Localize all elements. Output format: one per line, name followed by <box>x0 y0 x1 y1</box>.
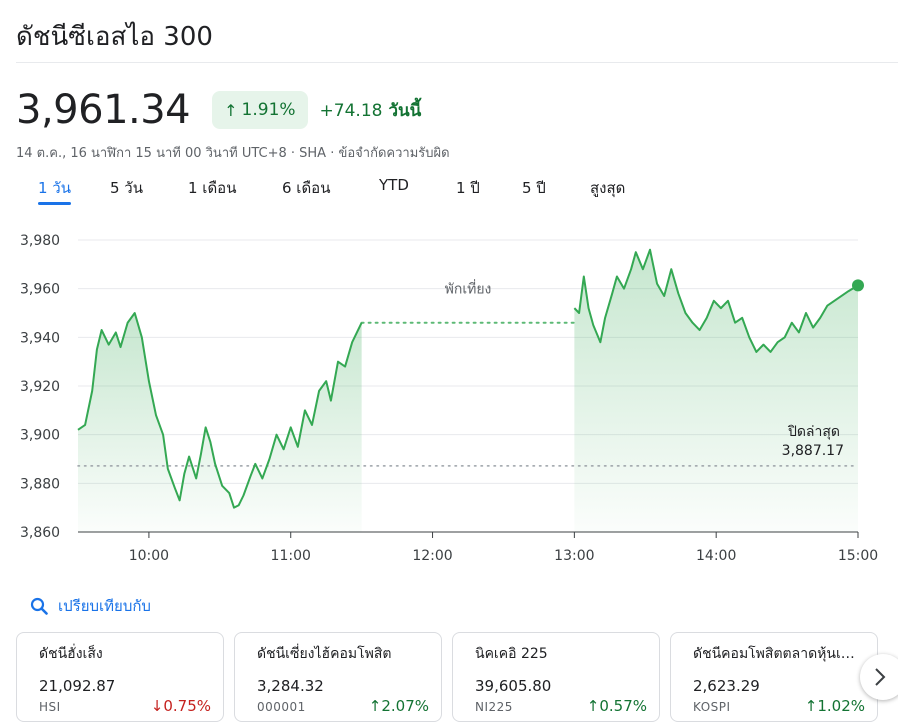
compare-label: เปรียบเทียบกับ <box>58 597 151 615</box>
card-change-value: 2.07% <box>381 697 429 715</box>
tab-ytd[interactable]: YTD <box>379 176 409 194</box>
area-fill-afternoon <box>574 249 858 532</box>
next-cards-button[interactable] <box>860 654 898 700</box>
previous-close-label: ปิดล่าสุด <box>787 424 840 440</box>
x-tick-label: 12:00 <box>412 548 452 564</box>
compare-cards: ดัชนีฮั่งเส็ง 21,092.87 HSI ↓0.75% ดัชนี… <box>16 632 898 727</box>
x-tick-label: 14:00 <box>696 548 736 564</box>
divider <box>16 62 898 63</box>
card-change-value: 0.75% <box>163 697 211 715</box>
arrow-up-icon: ↑ <box>586 697 600 715</box>
compare-card-nikkei[interactable]: นิคเคอิ 225 39,605.80 NI225 ↑0.57% <box>452 632 660 722</box>
tab-5y[interactable]: 5 ปี <box>522 179 546 197</box>
y-tick-label: 3,880 <box>20 476 60 492</box>
price-line-afternoon <box>573 248 859 353</box>
y-tick-label: 3,960 <box>20 282 60 298</box>
y-tick-label: 3,980 <box>20 233 60 249</box>
card-change: ↑1.02% <box>805 697 865 715</box>
page-title: ดัชนีซีเอสไอ 300 <box>16 22 213 52</box>
y-tick-label: 3,860 <box>20 525 60 541</box>
tab-max[interactable]: สูงสุด <box>590 179 626 197</box>
card-name: ดัชนีคอมโพสิตตลาดหุ้นเ… <box>693 646 855 662</box>
card-symbol: 000001 <box>257 700 306 714</box>
card-change: ↑2.07% <box>369 697 429 715</box>
tab-6m[interactable]: 6 เดือน <box>282 179 331 197</box>
change-percent: 1.91% <box>241 100 296 120</box>
change-period: วันนี้ <box>388 100 422 121</box>
compare-card-sse[interactable]: ดัชนีเซี่ยงไฮ้คอมโพสิต 3,284.32 000001 ↑… <box>234 632 442 722</box>
y-tick-label: 3,900 <box>20 428 60 444</box>
chevron-right-icon <box>875 668 886 686</box>
card-symbol: NI225 <box>475 700 513 714</box>
tab-5d[interactable]: 5 วัน <box>110 179 143 197</box>
price-row: 3,961.34 ↑ 1.91% +74.18 วันนี้ <box>16 86 421 134</box>
arrow-up-icon: ↑ <box>368 697 382 715</box>
compare-card-hsi[interactable]: ดัชนีฮั่งเส็ง 21,092.87 HSI ↓0.75% <box>16 632 224 722</box>
card-price: 21,092.87 <box>39 677 116 695</box>
card-change-value: 1.02% <box>817 697 865 715</box>
previous-close-value: 3,887.17 <box>782 443 844 459</box>
y-tick-label: 3,940 <box>20 330 60 346</box>
tab-1d[interactable]: 1 วัน <box>38 176 71 205</box>
current-price-marker <box>852 279 864 292</box>
change-absolute-group: +74.18 วันนี้ <box>320 97 422 124</box>
price-line-morning <box>77 312 363 509</box>
card-price: 39,605.80 <box>475 677 552 695</box>
tab-1y[interactable]: 1 ปี <box>456 179 480 197</box>
tab-1m[interactable]: 1 เดือน <box>188 179 237 197</box>
card-price: 3,284.32 <box>257 677 324 695</box>
y-tick-label: 3,920 <box>20 379 60 395</box>
search-icon <box>30 597 48 615</box>
card-symbol: HSI <box>39 700 61 714</box>
current-price: 3,961.34 <box>16 87 191 133</box>
x-tick-label: 10:00 <box>129 548 169 564</box>
price-chart[interactable]: 3,980 3,960 3,940 3,920 3,900 3,880 3,860 10:0… <box>0 220 898 570</box>
card-name: ดัชนีเซี่ยงไฮ้คอมโพสิต <box>257 646 392 662</box>
card-change: ↑0.57% <box>587 697 647 715</box>
arrow-up-icon: ↑ <box>804 697 818 715</box>
lunch-break-label: พักเที่ยง <box>445 280 492 298</box>
card-name: นิคเคอิ 225 <box>475 646 548 662</box>
arrow-up-icon: ↑ <box>224 100 238 120</box>
arrow-down-icon: ↓ <box>150 697 164 715</box>
x-tick-label: 11:00 <box>271 548 311 564</box>
x-tick-label: 13:00 <box>554 548 594 564</box>
x-tick-label: 15:00 <box>838 548 878 564</box>
change-percent-badge: ↑ 1.91% <box>212 91 308 129</box>
card-price: 2,623.29 <box>693 677 760 695</box>
card-name: ดัชนีฮั่งเส็ง <box>39 646 103 662</box>
card-change-value: 0.57% <box>599 697 647 715</box>
change-absolute: +74.18 <box>319 100 383 121</box>
card-symbol: KOSPI <box>693 700 731 714</box>
area-fill-morning <box>78 313 362 532</box>
card-change: ↓0.75% <box>151 697 211 715</box>
compare-button[interactable]: เปรียบเทียบกับ <box>30 594 151 618</box>
quote-meta[interactable]: 14 ต.ค., 16 นาฬิกา 15 นาที 00 วินาที UTC… <box>16 146 450 161</box>
compare-card-kospi[interactable]: ดัชนีคอมโพสิตตลาดหุ้นเ… 2,623.29 KOSPI ↑… <box>670 632 878 722</box>
